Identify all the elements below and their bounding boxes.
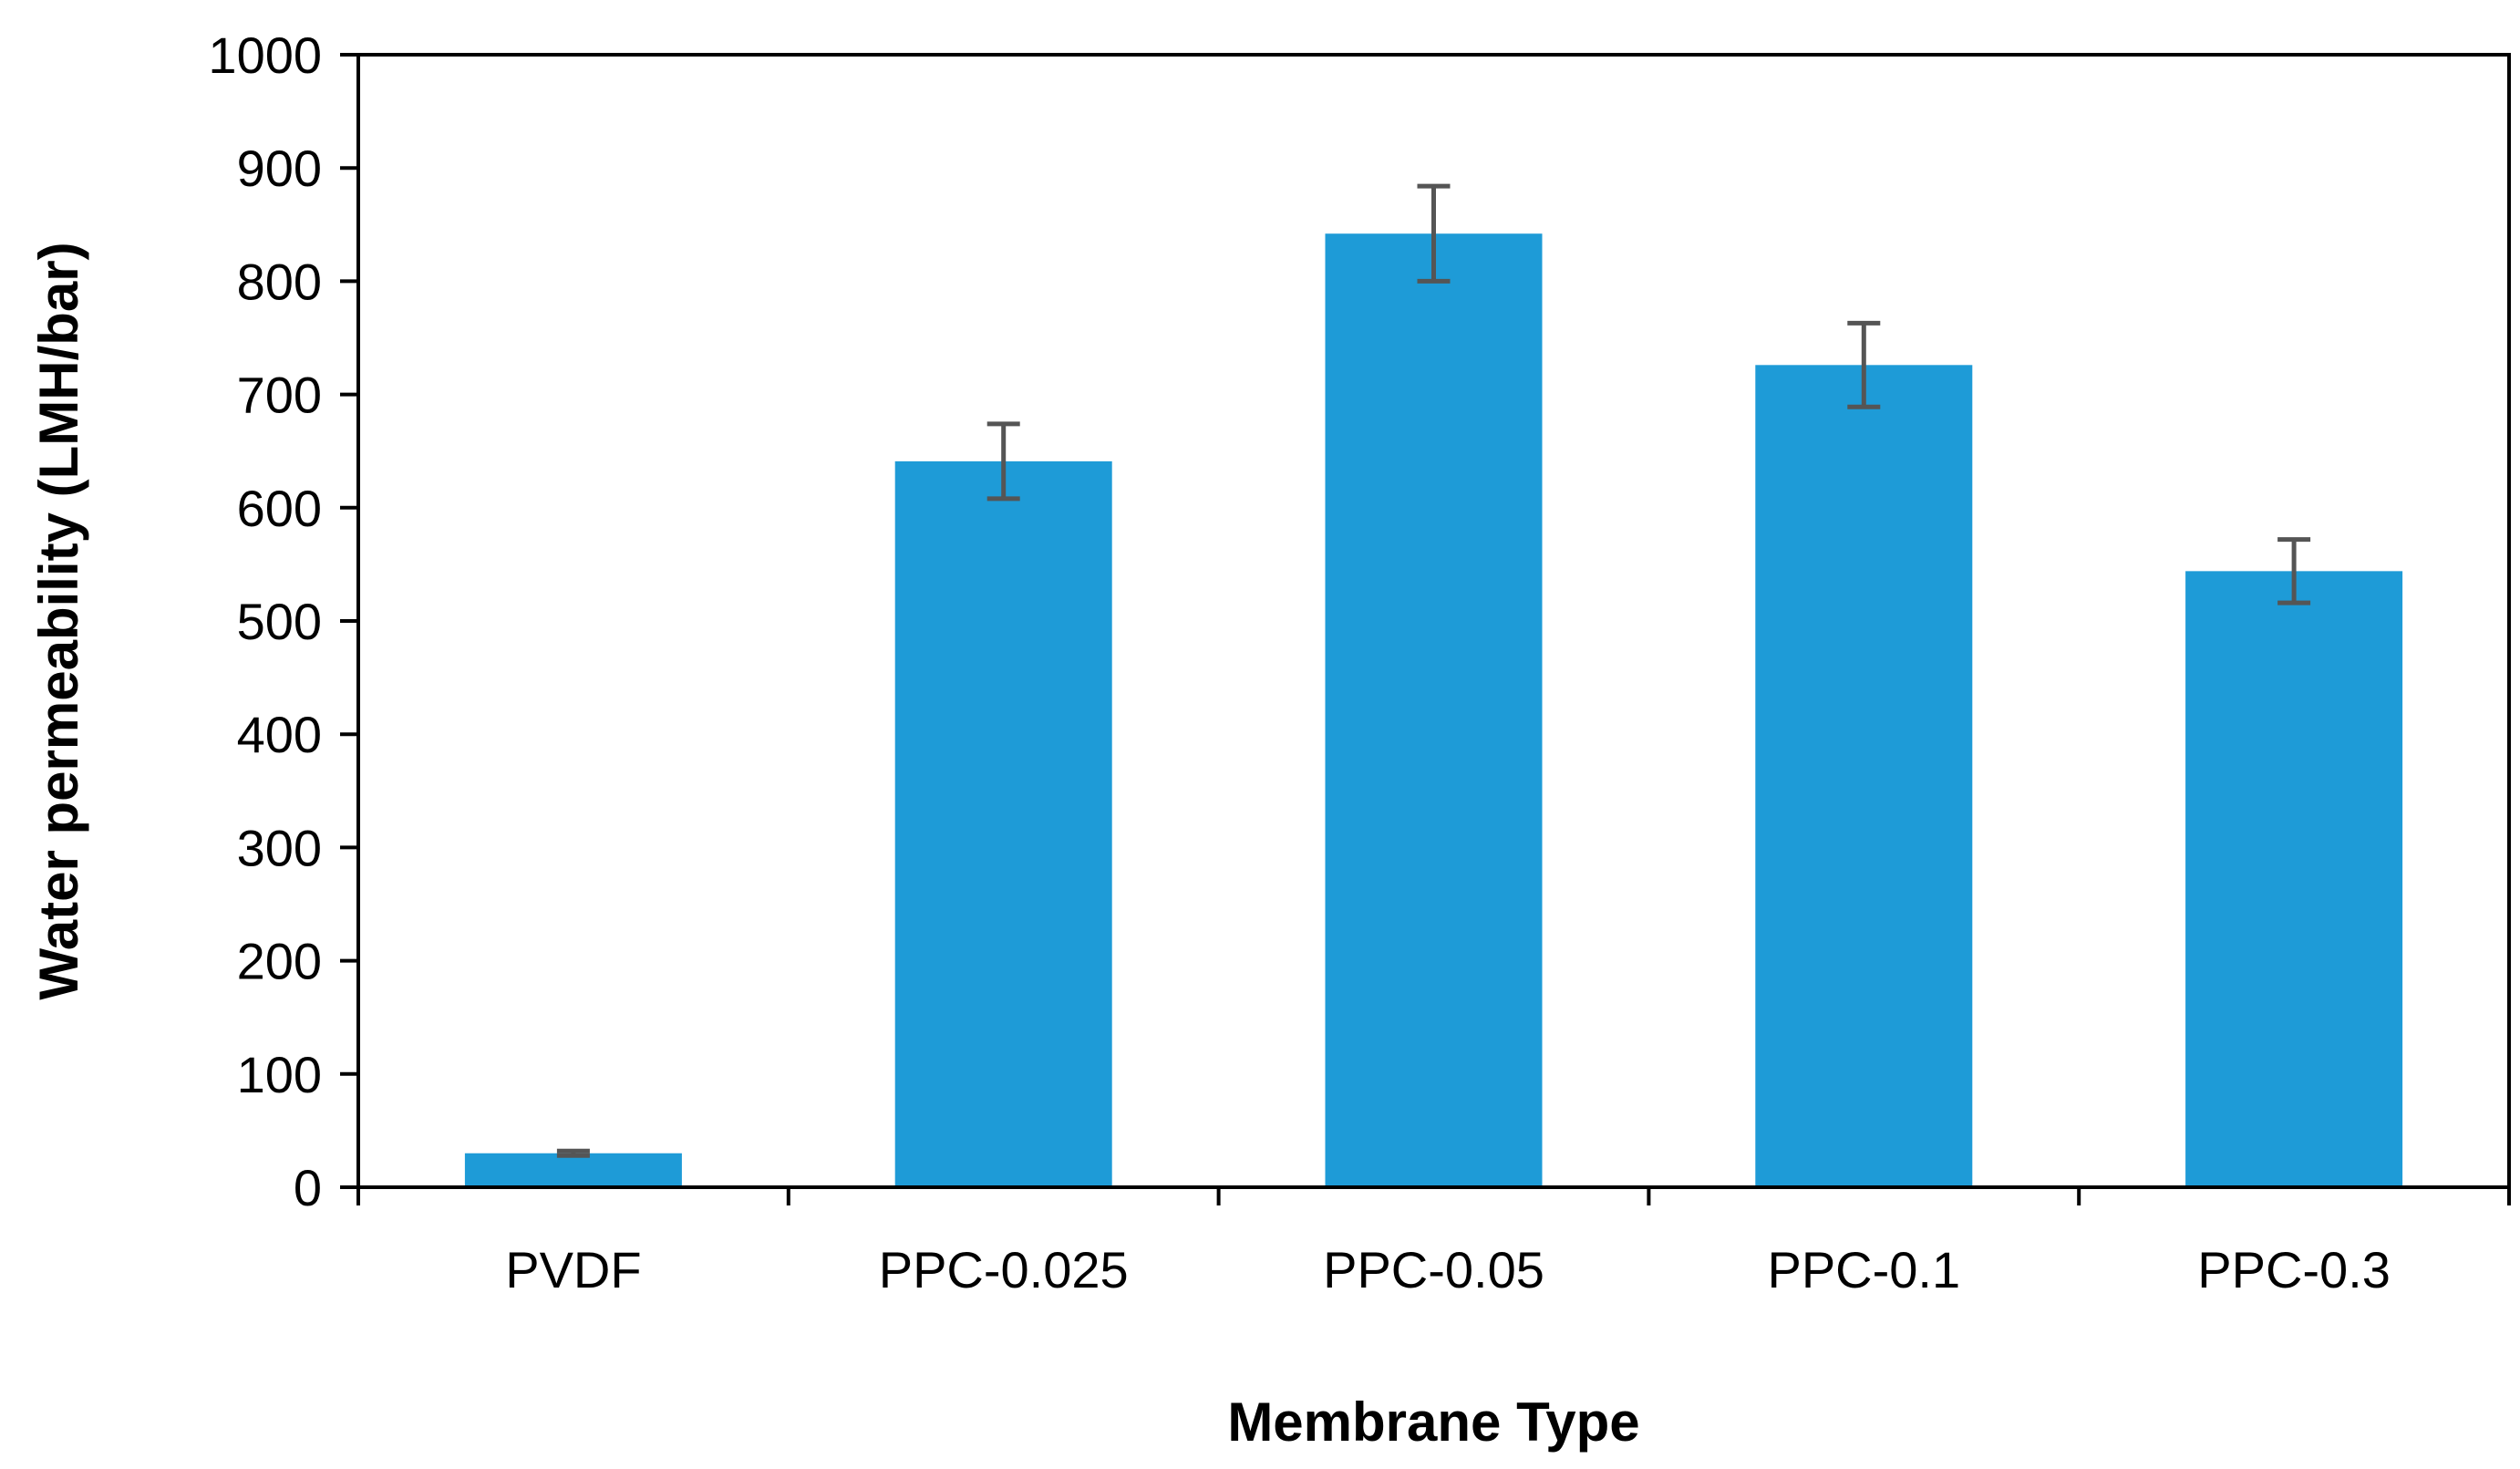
y-tick-label: 900 — [237, 140, 322, 197]
error-bar-ppc-0.025 — [986, 421, 1020, 502]
bars-layer — [464, 233, 2403, 1188]
y-tick-label: 1000 — [208, 26, 322, 84]
error-bars-layer — [556, 183, 2311, 1158]
x-tick-label-pvdf: PVDF — [505, 1241, 641, 1298]
x-axis-title: Membrane Type — [1227, 1391, 1639, 1453]
x-axis-ticks: PVDF PPC-0.025 PPC-0.05 PPC-0.1 PPC-0.3 — [356, 1187, 2511, 1298]
error-bar-ppc-0.05 — [1417, 183, 1451, 284]
x-tick-label-ppc-0.1: PPC-0.1 — [1767, 1241, 1960, 1298]
y-axis-ticks: 0 100 200 300 400 500 600 700 800 900 1000 — [208, 26, 358, 1216]
y-tick-label: 100 — [237, 1046, 322, 1103]
bar-ppc-0.1 — [1755, 365, 1973, 1188]
bar-ppc-0.3 — [2185, 571, 2403, 1187]
x-tick-label-ppc-0.025: PPC-0.025 — [879, 1241, 1129, 1298]
y-tick-label: 200 — [237, 933, 322, 990]
y-tick-label: 800 — [237, 253, 322, 310]
y-tick-label: 500 — [237, 593, 322, 650]
x-tick-label-ppc-0.3: PPC-0.3 — [2197, 1241, 2391, 1298]
error-bar-ppc-0.1 — [1847, 320, 1881, 409]
y-axis-title: Water permeability (LMH/bar) — [28, 242, 89, 999]
y-tick-label: 300 — [237, 819, 322, 876]
bar-ppc-0.05 — [1325, 233, 1543, 1188]
y-tick-label: 0 — [294, 1159, 322, 1216]
error-bar-pvdf — [556, 1148, 590, 1158]
y-tick-label: 700 — [237, 367, 322, 424]
error-bar-ppc-0.3 — [2277, 537, 2311, 605]
y-tick-label: 600 — [237, 480, 322, 537]
x-tick-label-ppc-0.05: PPC-0.05 — [1323, 1241, 1544, 1298]
y-tick-label: 400 — [237, 706, 322, 763]
bar-pvdf — [464, 1153, 682, 1187]
bar-ppc-0.025 — [894, 460, 1112, 1187]
